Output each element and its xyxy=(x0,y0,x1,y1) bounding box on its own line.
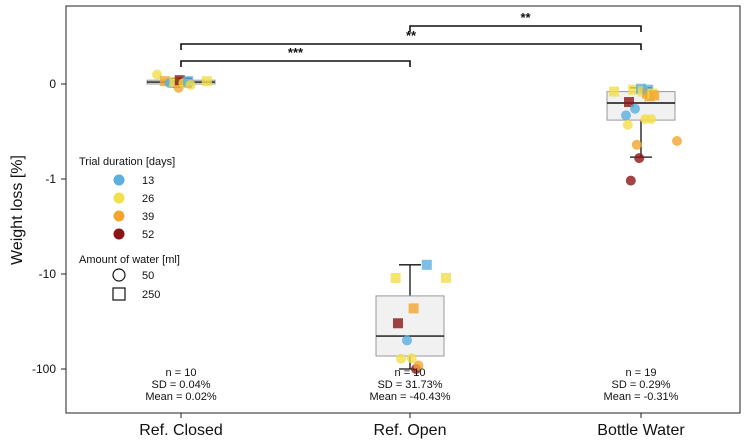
data-point-square xyxy=(390,272,401,283)
legend-marker-duration xyxy=(113,228,125,240)
data-point-circle xyxy=(185,79,196,90)
data-point-circle xyxy=(622,119,633,130)
significance-bracket xyxy=(180,43,642,50)
stat-label: Mean = -40.43% xyxy=(369,391,450,403)
data-point-circle xyxy=(621,110,631,121)
stat-label: SD = 31.73% xyxy=(377,379,442,391)
x-axis: Ref. Closed Ref. Open Bottle Water xyxy=(139,413,685,439)
y-axis: 0 -1 -10 -100 xyxy=(32,77,66,376)
data-point-square xyxy=(201,76,212,87)
y-tick-label: -10 xyxy=(39,267,57,281)
boxes xyxy=(146,77,676,370)
x-tick-label: Ref. Open xyxy=(374,422,447,439)
plot-frame xyxy=(65,5,741,414)
stat-label: n = 10 xyxy=(166,367,197,379)
data-points xyxy=(152,69,682,374)
stat-label: n = 19 xyxy=(626,367,657,379)
legend-marker-duration xyxy=(113,210,125,222)
stat-label: SD = 0.04% xyxy=(151,379,210,391)
data-point-circle xyxy=(396,353,406,364)
data-point-square xyxy=(393,318,403,329)
data-point-circle xyxy=(646,114,657,125)
legend-label-duration: 39 xyxy=(142,211,154,223)
stat-label: Mean = -0.31% xyxy=(604,391,679,403)
legend-marker-duration xyxy=(113,174,125,186)
legend-label-duration: 26 xyxy=(142,193,154,205)
data-point-circle xyxy=(402,335,412,346)
legend-title-water: Amount of water [ml] xyxy=(79,254,180,266)
significance-bracket xyxy=(409,25,642,32)
data-point-square xyxy=(624,97,634,108)
y-tick-label: -1 xyxy=(45,172,56,186)
legend-label-water: 50 xyxy=(142,270,154,282)
data-point-square xyxy=(421,259,432,270)
y-tick-label: 0 xyxy=(49,77,56,91)
significance-label: ** xyxy=(520,10,531,25)
legend-label-water: 250 xyxy=(142,289,160,301)
x-tick-label: Bottle Water xyxy=(597,422,685,439)
legend-label-duration: 13 xyxy=(142,175,154,187)
data-point-circle xyxy=(625,175,636,186)
stat-label: Mean = 0.02% xyxy=(145,391,216,403)
data-point-square xyxy=(628,84,639,95)
data-point-circle xyxy=(630,103,640,114)
data-point-circle xyxy=(631,139,642,150)
data-point-circle xyxy=(406,353,417,364)
data-point-square xyxy=(649,90,660,101)
data-point-circle xyxy=(634,153,645,164)
data-point-square xyxy=(159,76,170,87)
data-point-circle xyxy=(413,360,424,371)
data-point-square xyxy=(609,86,619,97)
y-tick-label: -100 xyxy=(32,362,56,376)
y-axis-label: Weight loss [%] xyxy=(9,155,26,265)
data-point-circle xyxy=(152,69,162,80)
legend-title-duration: Trial duration [days] xyxy=(79,156,175,168)
significance-bracket xyxy=(180,60,411,67)
legend-label-duration: 52 xyxy=(142,229,154,241)
data-point-square xyxy=(408,303,419,314)
data-point-square xyxy=(169,77,180,88)
significance-label: *** xyxy=(288,45,304,60)
legend: Trial duration [days] 13 26 39 52 Amount of w… xyxy=(79,156,180,301)
legend-marker-square xyxy=(112,287,126,301)
x-tick-label: Ref. Closed xyxy=(139,422,223,439)
legend-marker-duration xyxy=(113,192,125,204)
data-point-square xyxy=(441,272,451,283)
legend-marker-circle xyxy=(112,268,126,282)
stat-label: n = 10 xyxy=(395,367,426,379)
stat-label: SD = 0.29% xyxy=(611,379,670,391)
data-point-circle xyxy=(672,136,682,146)
significance-brackets: ******* xyxy=(180,10,642,67)
significance-label: ** xyxy=(406,28,417,43)
